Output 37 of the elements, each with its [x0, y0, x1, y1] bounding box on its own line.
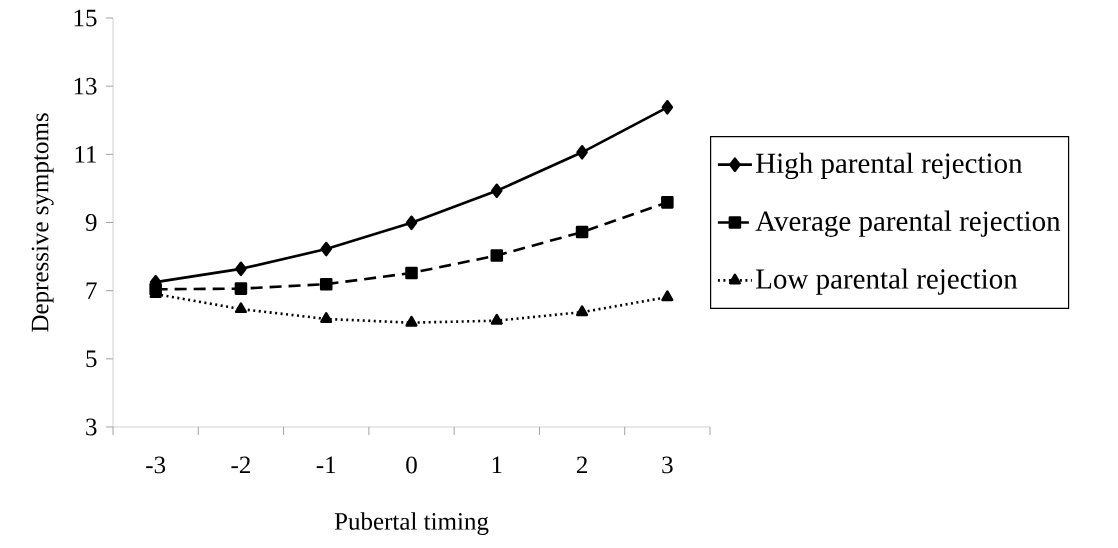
x-tick-label: 3 — [662, 456, 673, 474]
point — [405, 266, 418, 280]
x-tick-label: 0 — [406, 456, 417, 474]
point — [491, 183, 503, 199]
point — [575, 225, 589, 239]
x-tick-label: -1 — [316, 456, 336, 474]
point — [661, 100, 674, 115]
point — [320, 241, 332, 257]
point — [235, 261, 247, 277]
legend-label: High parental rejection — [756, 152, 1023, 180]
x-axis-title: Pubertal timing — [334, 512, 489, 535]
y-tick-label: 7 — [86, 282, 97, 299]
x-tick-label: 2 — [576, 456, 587, 474]
y-tick-label: 5 — [86, 350, 97, 368]
y-tick-label: 13 — [74, 77, 97, 95]
point — [319, 277, 333, 291]
legend-label: Average parental rejection — [755, 210, 1061, 237]
point — [576, 145, 588, 160]
x-tick-label: -2 — [231, 456, 250, 474]
x-tick-label: -3 — [146, 456, 166, 474]
point — [234, 302, 247, 314]
point — [490, 249, 504, 262]
point — [661, 196, 674, 209]
point — [405, 315, 418, 327]
y-tick-label: 11 — [75, 146, 96, 163]
point — [490, 313, 503, 325]
point — [661, 290, 674, 302]
point — [234, 282, 248, 295]
x-tick-label: 1 — [492, 456, 502, 474]
point — [405, 215, 418, 231]
y-tick-label: 9 — [85, 214, 97, 231]
point — [320, 312, 333, 323]
y-tick-label: 3 — [86, 418, 97, 436]
point — [576, 305, 589, 317]
y-axis-title: Depressive symptoms — [31, 113, 54, 332]
y-tick-label: 15 — [74, 9, 97, 27]
legend-label: Low parental rejection — [756, 268, 1018, 295]
